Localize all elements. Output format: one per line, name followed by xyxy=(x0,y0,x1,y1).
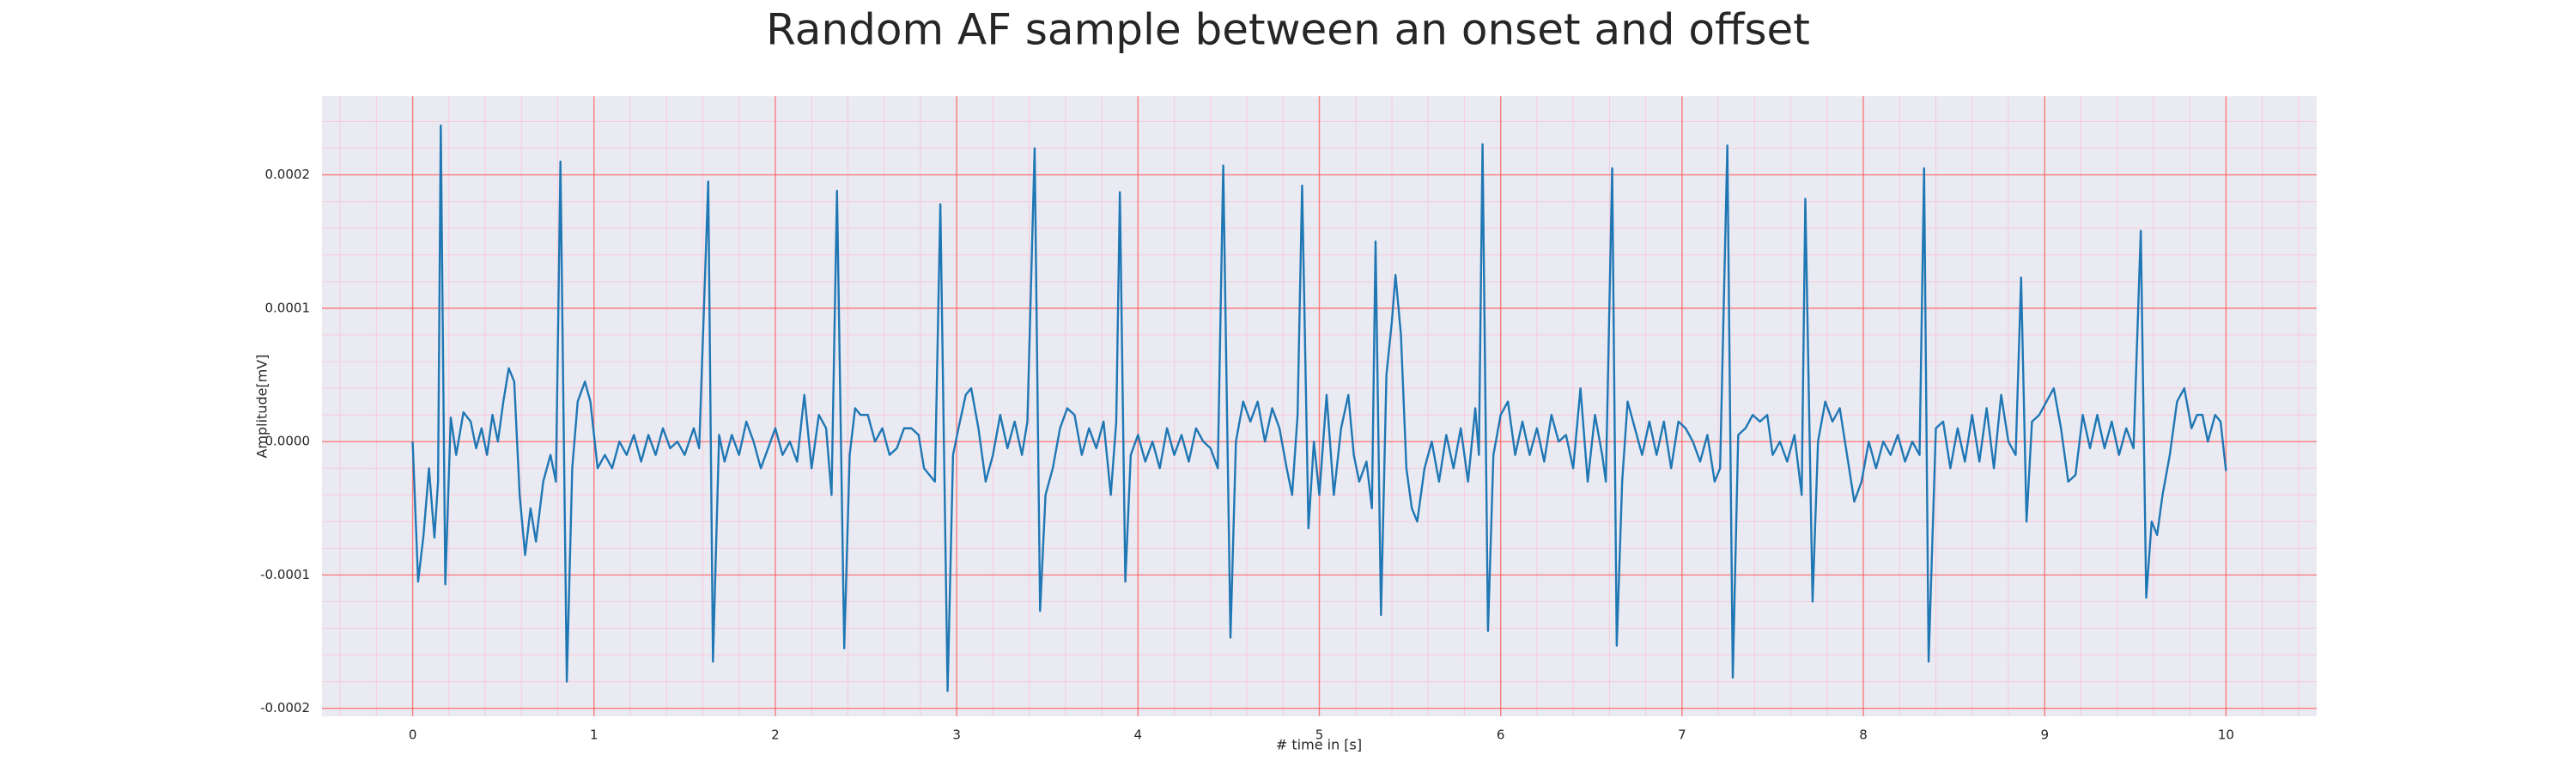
x-tick-label: 9 xyxy=(2040,727,2049,743)
signal-line xyxy=(411,124,2227,692)
y-tick-label: 0.0002 xyxy=(265,167,311,182)
y-tick-label: 0.0001 xyxy=(265,300,311,315)
x-tick-label: 0 xyxy=(409,727,417,743)
x-tick-label: 6 xyxy=(1497,727,1505,743)
x-tick-label: 5 xyxy=(1315,727,1324,743)
x-tick-label: 10 xyxy=(2218,727,2234,743)
y-tick-label: -0.0001 xyxy=(260,567,310,582)
x-tick-label: 8 xyxy=(1859,727,1868,743)
x-tick-label: 1 xyxy=(590,727,598,743)
y-axis-label: Amplitude[mV] xyxy=(254,354,270,458)
lines xyxy=(411,124,2227,692)
x-tick-label: 2 xyxy=(771,727,780,743)
chart-title: Random AF sample between an onset and of… xyxy=(766,5,1810,55)
labels: 0 1 2 3 4 5 6 7 8 9 10 -0.0002 -0.0001 0.0000 0.0001 0.… xyxy=(260,167,2234,742)
x-tick-label: 4 xyxy=(1134,727,1143,743)
y-tick-label: 0.0000 xyxy=(265,434,311,449)
x-axis-label: # time in [s] xyxy=(1276,737,1362,753)
y-tick-label: -0.0002 xyxy=(260,700,310,715)
x-tick-label: 7 xyxy=(1678,727,1686,743)
x-tick-label: 3 xyxy=(952,727,961,743)
